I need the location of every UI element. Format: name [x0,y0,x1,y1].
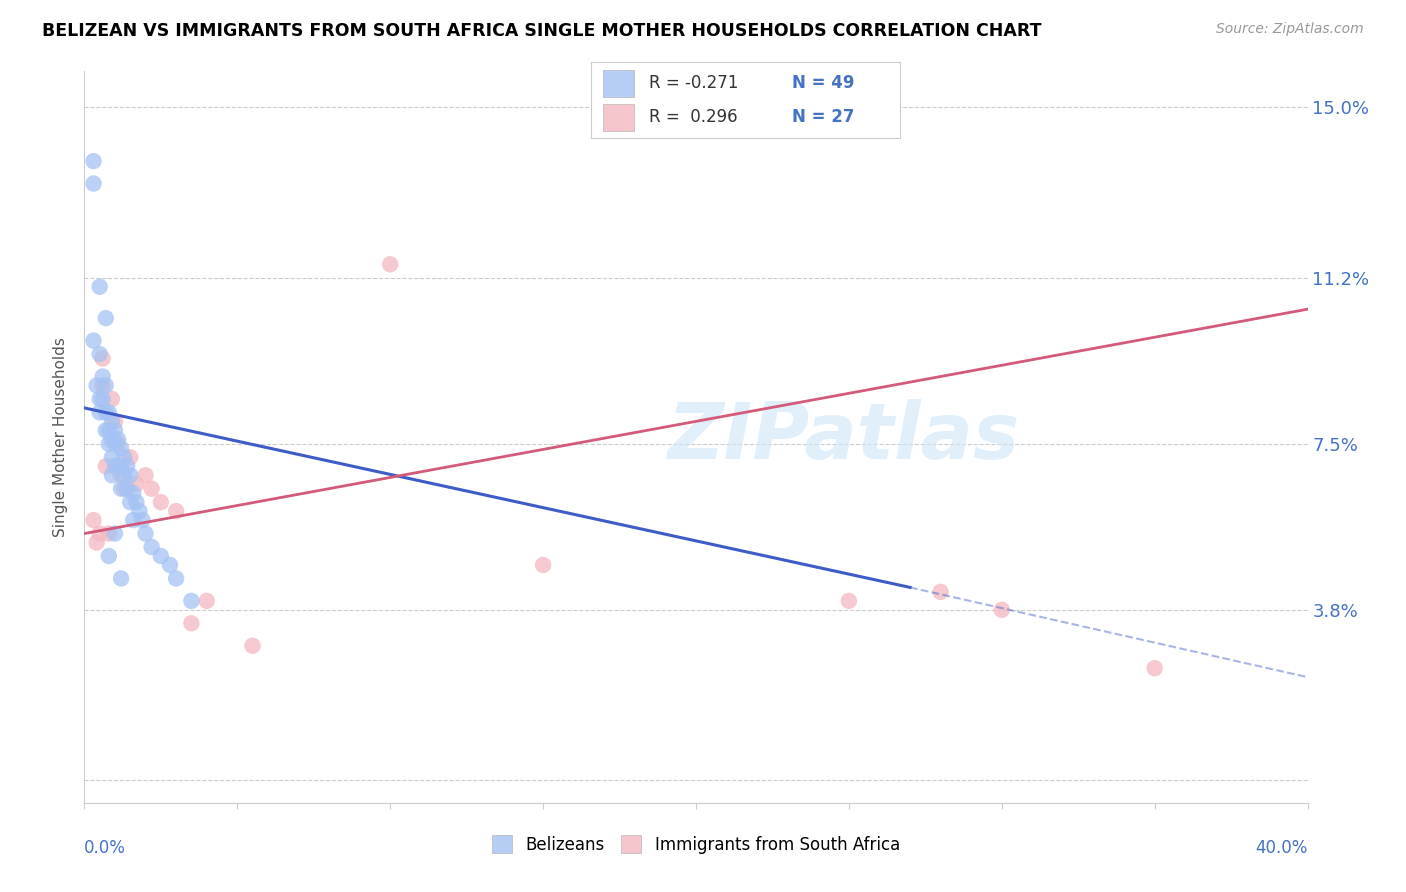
Point [125,495,148,509]
Point [83,177,105,191]
Point [94,311,117,326]
FancyBboxPatch shape [603,70,634,96]
Point [89,279,111,293]
Point [89,405,111,419]
Point [141,482,163,496]
Point [125,477,148,491]
Point [128,504,150,518]
Point [104,526,127,541]
Point [135,468,157,483]
Point [104,414,127,428]
Point [122,513,145,527]
Point [165,571,187,585]
Text: 40.0%: 40.0% [1256,838,1308,856]
Point [115,459,138,474]
Point [120,450,142,465]
Point [149,549,172,563]
Point [110,468,132,483]
Point [91,378,114,392]
Point [97,423,120,437]
Legend: Belizeans, Immigrants from South Africa: Belizeans, Immigrants from South Africa [485,829,907,860]
Point [110,571,132,585]
Point [83,154,105,169]
Point [107,437,129,451]
Point [101,468,124,483]
Point [159,558,181,572]
Point [97,437,120,451]
Text: R =  0.296: R = 0.296 [650,108,738,126]
Point [115,482,138,496]
Point [91,369,114,384]
Point [101,392,124,406]
Point [380,257,402,271]
Point [180,594,202,608]
FancyBboxPatch shape [603,104,634,130]
Text: R = -0.271: R = -0.271 [650,74,738,92]
Point [89,347,111,361]
Point [91,392,114,406]
Point [110,442,132,456]
Point [120,495,142,509]
Point [104,423,127,437]
Y-axis label: Single Mother Households: Single Mother Households [53,337,69,537]
Point [531,558,554,572]
Point [107,433,129,447]
Point [195,594,218,608]
Point [104,459,127,474]
Text: BELIZEAN VS IMMIGRANTS FROM SOUTH AFRICA SINGLE MOTHER HOUSEHOLDS CORRELATION CH: BELIZEAN VS IMMIGRANTS FROM SOUTH AFRICA… [42,22,1042,40]
Point [242,639,264,653]
Point [112,482,135,496]
Text: N = 49: N = 49 [792,74,853,92]
Point [165,504,187,518]
Point [101,433,124,447]
Point [929,585,952,599]
Point [110,482,132,496]
Point [97,405,120,419]
Point [97,526,120,541]
Text: Source: ZipAtlas.com: Source: ZipAtlas.com [1216,22,1364,37]
Point [89,392,111,406]
Point [91,351,114,366]
Point [94,378,117,392]
Point [120,468,142,483]
Point [97,549,120,563]
Point [141,540,163,554]
Point [110,459,132,474]
Point [112,450,135,465]
Point [991,603,1014,617]
Point [101,450,124,465]
Point [131,513,153,527]
Point [86,378,108,392]
Point [107,459,129,474]
Point [104,437,127,451]
Point [94,459,117,474]
Point [83,334,105,348]
Point [83,513,105,527]
Point [149,495,172,509]
Text: 0.0%: 0.0% [84,838,127,856]
Text: N = 27: N = 27 [792,108,853,126]
Point [122,486,145,500]
Point [89,526,111,541]
Point [86,535,108,549]
Point [94,405,117,419]
Point [94,423,117,437]
Point [1143,661,1166,675]
Point [838,594,860,608]
Point [180,616,202,631]
Point [112,468,135,483]
Point [135,526,157,541]
Text: ZIPatlas: ZIPatlas [666,399,1019,475]
Point [101,414,124,428]
